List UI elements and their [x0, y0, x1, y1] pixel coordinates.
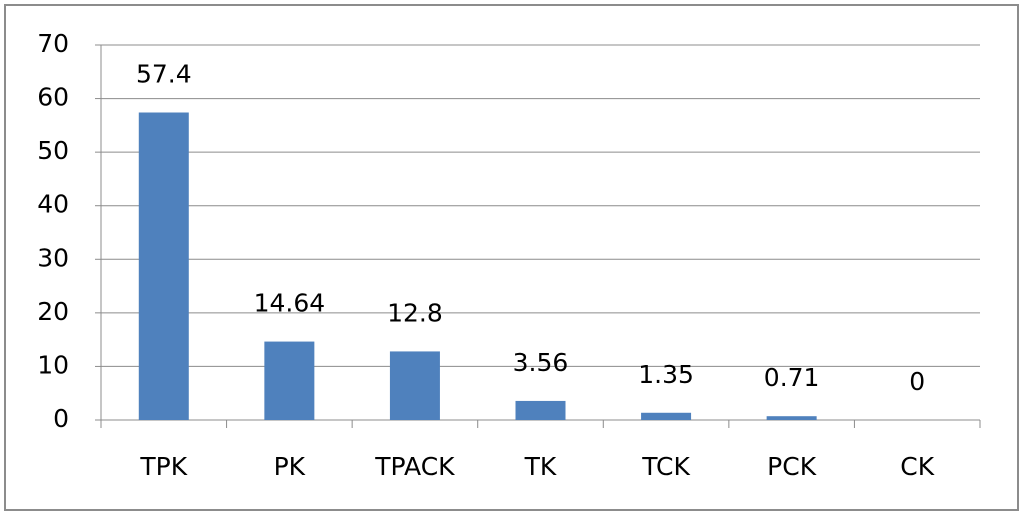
x-tick-label: PCK	[767, 452, 817, 481]
x-tick-label: CK	[900, 452, 934, 481]
x-tick-label: TK	[524, 452, 557, 481]
y-tick-label: 20	[37, 297, 69, 326]
y-tick-label: 50	[37, 136, 69, 165]
bar	[138, 112, 189, 420]
data-label: 1.35	[638, 360, 694, 389]
bar	[389, 351, 440, 420]
y-tick-label: 60	[37, 83, 69, 112]
data-label: 57.4	[136, 60, 192, 89]
y-tick-label: 70	[37, 29, 69, 58]
bar	[264, 341, 315, 420]
y-tick-label: 30	[37, 243, 69, 272]
bar	[641, 412, 692, 420]
bar	[515, 400, 566, 420]
data-label: 0.71	[764, 363, 820, 392]
data-label: 14.64	[254, 289, 326, 318]
x-tick-label: PK	[274, 452, 306, 481]
bar	[766, 416, 817, 420]
y-tick-label: 10	[37, 350, 69, 379]
x-tick-label: TPACK	[374, 452, 455, 481]
data-label: 0	[909, 367, 925, 396]
x-tick-label: TCK	[641, 452, 690, 481]
data-label: 12.8	[387, 298, 443, 327]
y-tick-label: 0	[53, 404, 69, 433]
y-tick-label: 40	[37, 190, 69, 219]
x-tick-label: TPK	[139, 452, 187, 481]
data-label: 3.56	[513, 348, 569, 377]
